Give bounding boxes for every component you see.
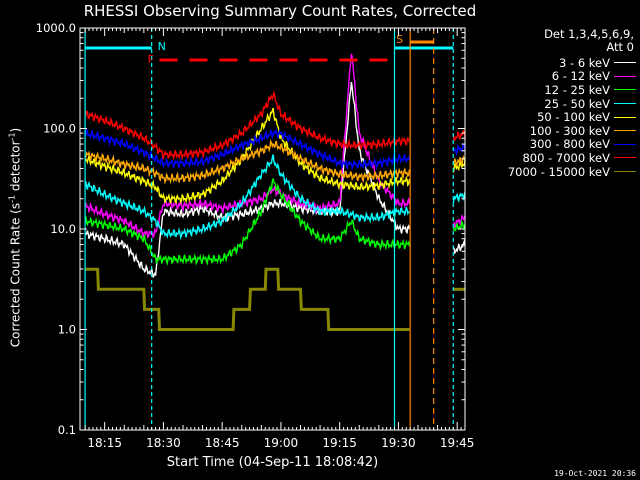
x-tick-label: 19:00 (264, 436, 299, 450)
legend-label: 25 - 50 keV (544, 96, 610, 111)
legend-header-2: Att 0 (606, 40, 634, 54)
legend-label: 12 - 25 keV (544, 82, 610, 97)
flare-flag-label: F (148, 53, 154, 66)
legend-entry: 100 - 300 keV (472, 124, 636, 138)
legend-entry: 800 - 7000 keV (472, 151, 636, 165)
legend-header-1: Det 1,3,4,5,6,9, (544, 27, 634, 41)
series-line (84, 53, 411, 239)
legend-swatch (614, 171, 636, 173)
x-tick-label: 18:15 (87, 436, 122, 450)
night-flag-label: N (158, 40, 166, 53)
overlay-layer: NF S (84, 28, 454, 430)
legend-label: 800 - 7000 keV (522, 150, 610, 165)
x-tick-label: 19:30 (381, 436, 416, 450)
series-line (452, 219, 466, 232)
ticks-layer: 0.1 1.0 10.0 100.0 1000.0 18:15 18:30 18:45 19:0… (36, 21, 475, 450)
series-line (84, 81, 411, 278)
legend-swatch (614, 157, 636, 159)
legend-swatch (614, 75, 636, 77)
series-line (452, 159, 466, 173)
series-line (84, 138, 411, 185)
x-tick-label: 18:30 (146, 436, 181, 450)
x-tick-label: 19:45 (440, 436, 475, 450)
legend-entry: 6 - 12 keV (472, 69, 636, 84)
legend-entry: 3 - 6 keV (472, 56, 636, 70)
legend-entry: 25 - 50 keV (472, 97, 636, 111)
legend-entry: 50 - 100 keV (472, 110, 636, 124)
legend-swatch (614, 89, 636, 91)
legend-swatch (614, 130, 636, 132)
series-line (84, 154, 410, 241)
legend-label: 100 - 300 keV (529, 123, 610, 138)
y-axis-label: Corrected Count Rate (s-1 detector-1) (7, 127, 23, 348)
legend-swatch (614, 116, 636, 118)
legend-label: 7000 - 15000 keV (507, 164, 610, 179)
y-tick-label: 10.0 (50, 222, 76, 236)
y-tick-label: 0.1 (58, 423, 76, 437)
legend: Det 1,3,4,5,6,9, Att 0 3 - 6 keV 6 - 12 k… (472, 27, 636, 179)
saa-flag-label: S (396, 33, 403, 46)
series-line (452, 130, 466, 142)
legend-swatch (614, 143, 636, 145)
y-tick-label: 1.0 (58, 323, 76, 337)
legend-label: 50 - 100 keV (537, 110, 610, 125)
x-tick-label: 19:15 (322, 436, 357, 450)
x-tick-label: 18:45 (205, 436, 240, 450)
series-line (84, 178, 411, 266)
legend-entry: 300 - 800 keV (472, 137, 636, 152)
legend-label: 3 - 6 keV (559, 55, 610, 70)
legend-entry: 12 - 25 keV (472, 83, 636, 97)
series-line (84, 107, 411, 205)
legend-label: 6 - 12 keV (551, 69, 610, 84)
y-tick-label: 1000.0 (36, 21, 76, 35)
y-tick-label: 100.0 (43, 122, 76, 136)
series-line (85, 267, 410, 331)
legend-label: 300 - 800 keV (529, 137, 610, 152)
legend-swatch (614, 62, 636, 64)
series-line (84, 90, 410, 161)
legend-swatch (614, 103, 636, 105)
timestamp: 19-Oct-2021 20:36 (554, 469, 636, 478)
series-line (452, 191, 466, 204)
series-line (452, 238, 466, 255)
series-line (453, 213, 466, 229)
series-layer (84, 53, 466, 331)
chart-title: RHESSI Observing Summary Count Rates, Co… (83, 2, 477, 20)
legend-entry: 7000 - 15000 keV (472, 165, 636, 179)
series-line (84, 127, 411, 171)
series-line (452, 143, 466, 157)
x-axis-label: Start Time (04-Sep-11 18:08:42) (166, 455, 379, 470)
